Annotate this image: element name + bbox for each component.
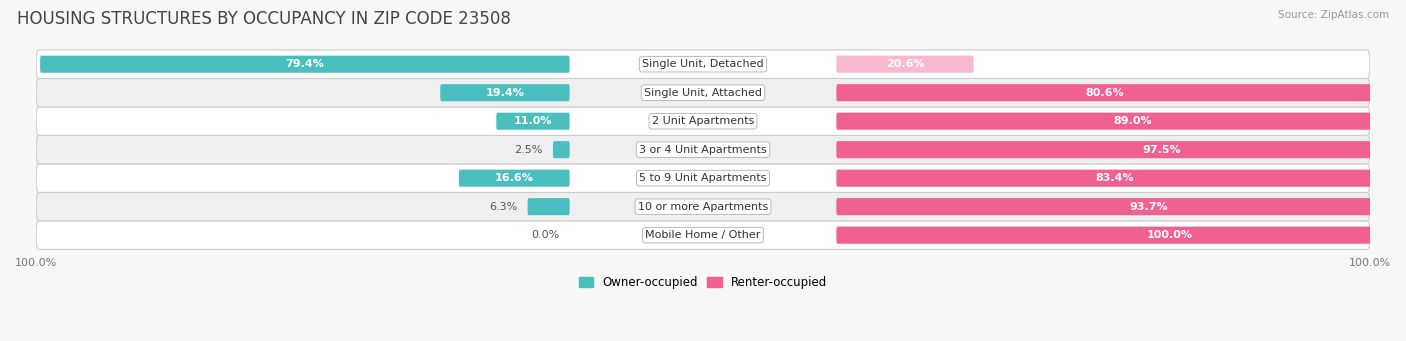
FancyBboxPatch shape <box>37 78 1369 107</box>
FancyBboxPatch shape <box>553 141 569 158</box>
Text: HOUSING STRUCTURES BY OCCUPANCY IN ZIP CODE 23508: HOUSING STRUCTURES BY OCCUPANCY IN ZIP C… <box>17 10 510 28</box>
Text: Source: ZipAtlas.com: Source: ZipAtlas.com <box>1278 10 1389 20</box>
FancyBboxPatch shape <box>837 198 1406 215</box>
Text: 6.3%: 6.3% <box>489 202 517 212</box>
Text: 3 or 4 Unit Apartments: 3 or 4 Unit Apartments <box>640 145 766 155</box>
Text: 11.0%: 11.0% <box>513 116 553 126</box>
FancyBboxPatch shape <box>37 50 1369 78</box>
Text: 93.7%: 93.7% <box>1129 202 1168 212</box>
Text: Single Unit, Detached: Single Unit, Detached <box>643 59 763 69</box>
FancyBboxPatch shape <box>458 169 569 187</box>
Text: 89.0%: 89.0% <box>1114 116 1153 126</box>
FancyBboxPatch shape <box>496 113 569 130</box>
FancyBboxPatch shape <box>37 221 1369 249</box>
Text: 79.4%: 79.4% <box>285 59 325 69</box>
FancyBboxPatch shape <box>37 192 1369 221</box>
FancyBboxPatch shape <box>37 135 1369 164</box>
Text: 16.6%: 16.6% <box>495 173 534 183</box>
Text: 80.6%: 80.6% <box>1085 88 1125 98</box>
FancyBboxPatch shape <box>41 56 569 73</box>
Text: 97.5%: 97.5% <box>1142 145 1181 155</box>
Text: 19.4%: 19.4% <box>485 88 524 98</box>
Text: 10 or more Apartments: 10 or more Apartments <box>638 202 768 212</box>
Text: 20.6%: 20.6% <box>886 59 924 69</box>
FancyBboxPatch shape <box>37 107 1369 135</box>
Text: 83.4%: 83.4% <box>1095 173 1133 183</box>
Text: 5 to 9 Unit Apartments: 5 to 9 Unit Apartments <box>640 173 766 183</box>
Text: Single Unit, Attached: Single Unit, Attached <box>644 88 762 98</box>
FancyBboxPatch shape <box>837 141 1406 158</box>
FancyBboxPatch shape <box>37 164 1369 192</box>
Text: 2 Unit Apartments: 2 Unit Apartments <box>652 116 754 126</box>
FancyBboxPatch shape <box>440 84 569 101</box>
FancyBboxPatch shape <box>527 198 569 215</box>
FancyBboxPatch shape <box>837 113 1406 130</box>
FancyBboxPatch shape <box>837 56 974 73</box>
Legend: Owner-occupied, Renter-occupied: Owner-occupied, Renter-occupied <box>574 271 832 294</box>
FancyBboxPatch shape <box>837 84 1374 101</box>
Text: 2.5%: 2.5% <box>515 145 543 155</box>
FancyBboxPatch shape <box>837 227 1406 244</box>
Text: 0.0%: 0.0% <box>531 230 560 240</box>
Text: 100.0%: 100.0% <box>1147 230 1192 240</box>
Text: Mobile Home / Other: Mobile Home / Other <box>645 230 761 240</box>
FancyBboxPatch shape <box>837 169 1392 187</box>
